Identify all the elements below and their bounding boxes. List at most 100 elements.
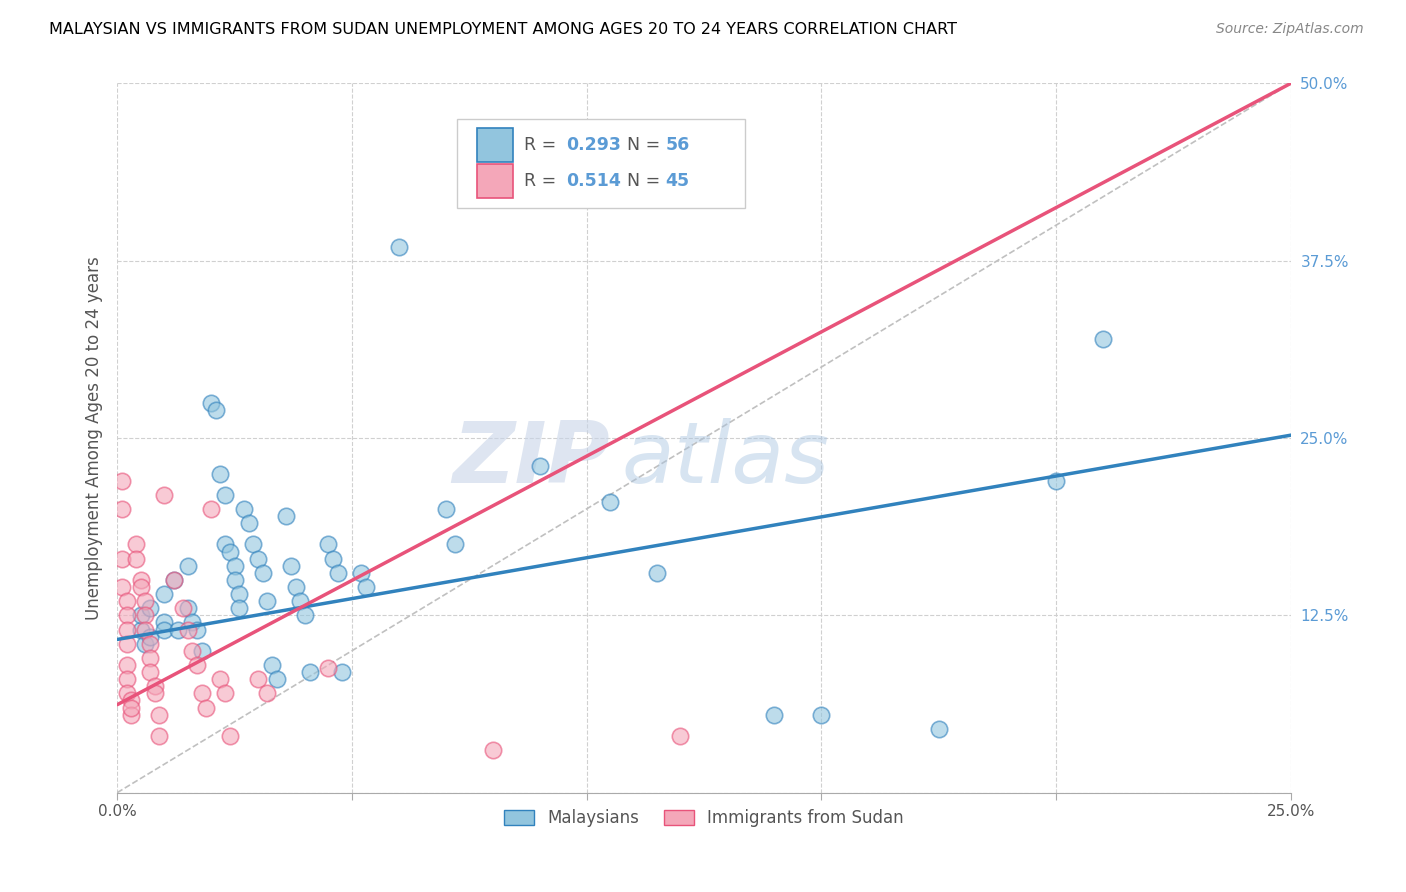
Point — [928, 722, 950, 736]
Point — [115, 594, 138, 608]
Point — [181, 644, 204, 658]
Point — [139, 637, 162, 651]
Point — [810, 707, 832, 722]
Point — [645, 566, 668, 580]
Point — [246, 672, 269, 686]
Point — [190, 686, 212, 700]
Point — [139, 630, 162, 644]
Point — [224, 558, 246, 573]
FancyBboxPatch shape — [457, 119, 745, 208]
FancyBboxPatch shape — [478, 128, 513, 162]
Text: atlas: atlas — [621, 417, 830, 500]
FancyBboxPatch shape — [478, 163, 513, 198]
Point — [111, 580, 134, 594]
Text: 0.293: 0.293 — [567, 136, 621, 154]
Y-axis label: Unemployment Among Ages 20 to 24 years: Unemployment Among Ages 20 to 24 years — [86, 256, 103, 620]
Point — [242, 537, 264, 551]
Point — [444, 537, 467, 551]
Point — [434, 502, 457, 516]
Point — [162, 573, 184, 587]
Point — [262, 658, 284, 673]
Point — [115, 672, 138, 686]
Point — [252, 566, 274, 580]
Point — [134, 637, 156, 651]
Point — [134, 608, 156, 623]
Point — [120, 693, 142, 707]
Point — [139, 601, 162, 615]
Point — [200, 395, 222, 409]
Point — [190, 644, 212, 658]
Point — [224, 573, 246, 587]
Text: 45: 45 — [665, 171, 689, 190]
Point — [172, 601, 194, 615]
Point — [115, 686, 138, 700]
Point — [318, 537, 340, 551]
Point — [186, 623, 208, 637]
Point — [139, 665, 162, 679]
Point — [280, 558, 302, 573]
Point — [256, 594, 278, 608]
Point — [294, 608, 316, 623]
Point — [176, 601, 198, 615]
Point — [529, 459, 551, 474]
Point — [120, 700, 142, 714]
Point — [111, 551, 134, 566]
Point — [115, 608, 138, 623]
Point — [200, 502, 222, 516]
Point — [388, 239, 411, 253]
Point — [318, 661, 340, 675]
Point — [332, 665, 354, 679]
Point — [669, 729, 692, 743]
Text: ZIP: ZIP — [453, 417, 610, 500]
Point — [276, 509, 298, 524]
Point — [481, 743, 503, 757]
Point — [153, 587, 176, 601]
Point — [214, 537, 236, 551]
Point — [228, 601, 250, 615]
Point — [162, 573, 184, 587]
Point — [354, 580, 377, 594]
Text: Source: ZipAtlas.com: Source: ZipAtlas.com — [1216, 22, 1364, 37]
Point — [763, 707, 786, 722]
Point — [218, 544, 240, 558]
Point — [111, 502, 134, 516]
Point — [228, 587, 250, 601]
Text: 0.514: 0.514 — [567, 171, 621, 190]
Point — [186, 658, 208, 673]
Text: N =: N = — [616, 171, 665, 190]
Point — [298, 665, 321, 679]
Point — [115, 623, 138, 637]
Point — [209, 672, 232, 686]
Point — [167, 623, 190, 637]
Point — [148, 707, 170, 722]
Point — [134, 594, 156, 608]
Point — [284, 580, 307, 594]
Point — [256, 686, 278, 700]
Point — [148, 729, 170, 743]
Point — [176, 558, 198, 573]
Point — [120, 707, 142, 722]
Point — [204, 402, 226, 417]
Point — [134, 623, 156, 637]
Point — [238, 516, 260, 530]
Legend: Malaysians, Immigrants from Sudan: Malaysians, Immigrants from Sudan — [498, 803, 911, 834]
Point — [111, 474, 134, 488]
Text: N =: N = — [616, 136, 665, 154]
Text: MALAYSIAN VS IMMIGRANTS FROM SUDAN UNEMPLOYMENT AMONG AGES 20 TO 24 YEARS CORREL: MALAYSIAN VS IMMIGRANTS FROM SUDAN UNEMP… — [49, 22, 957, 37]
Text: R =: R = — [524, 136, 562, 154]
Point — [115, 637, 138, 651]
Point — [181, 615, 204, 630]
Point — [214, 686, 236, 700]
Point — [153, 488, 176, 502]
Point — [218, 729, 240, 743]
Point — [1045, 474, 1067, 488]
Point — [290, 594, 312, 608]
Point — [195, 700, 218, 714]
Point — [129, 608, 152, 623]
Point — [322, 551, 344, 566]
Point — [326, 566, 349, 580]
Point — [139, 651, 162, 665]
Point — [125, 537, 148, 551]
Point — [143, 679, 166, 693]
Point — [1091, 332, 1114, 346]
